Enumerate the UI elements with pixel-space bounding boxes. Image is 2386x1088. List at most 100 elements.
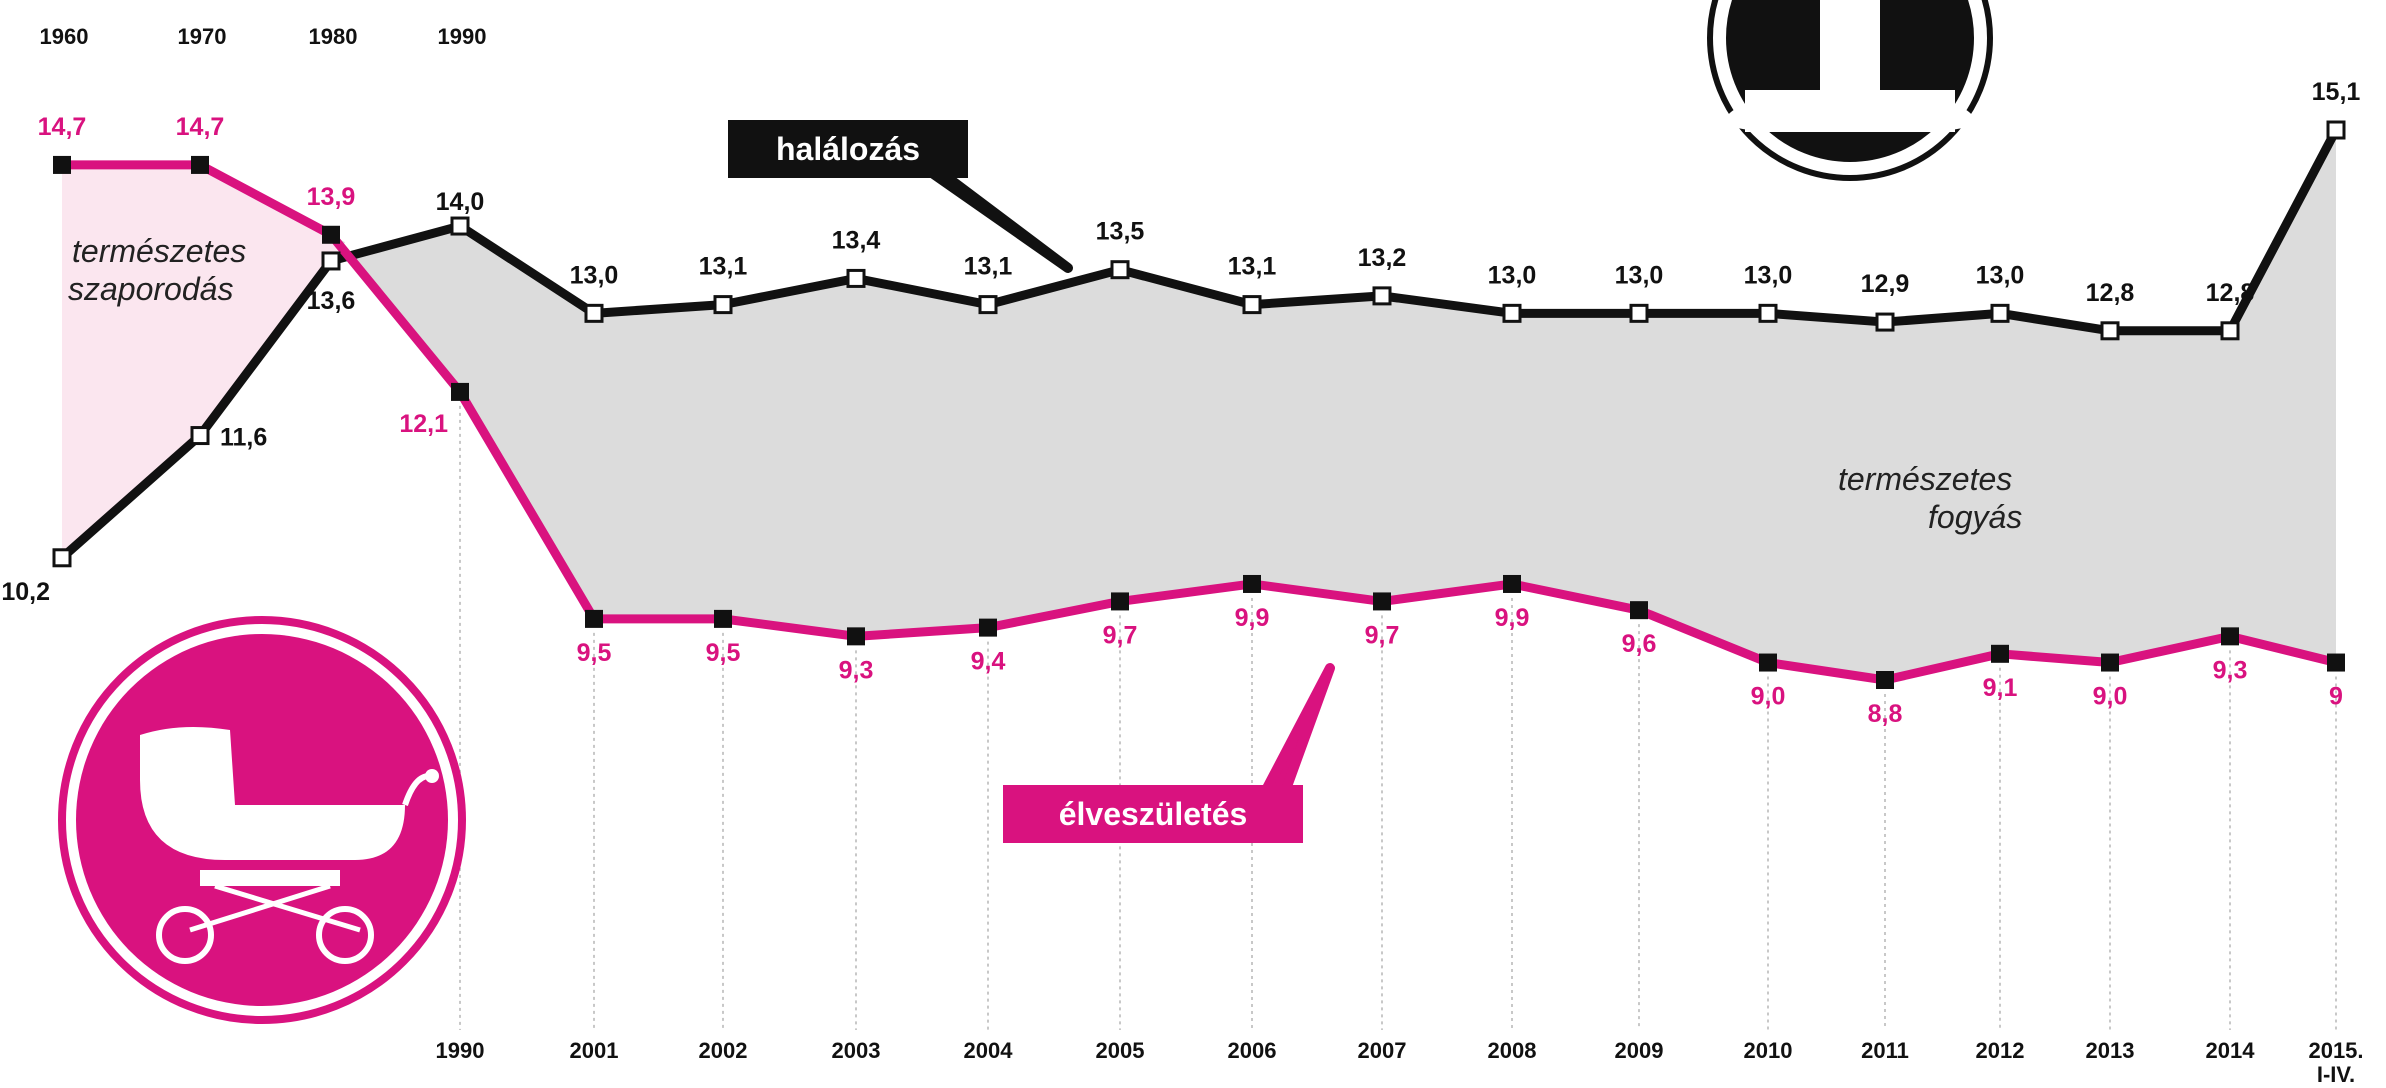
deaths-value-label: 13,1 (964, 253, 1013, 281)
natural-increase-label-line2: szaporodás (68, 271, 233, 307)
births-value-label: 9,0 (2093, 683, 2128, 711)
deaths-value-label: 12,8 (2206, 279, 2255, 307)
births-value-label: 9,4 (971, 648, 1006, 676)
births-value-label: 13,9 (307, 183, 356, 211)
bottom-axis-tick-label: 1990 (436, 1038, 485, 1063)
births-value-label: 14,7 (176, 113, 225, 141)
deaths-point (2100, 321, 2120, 341)
bottom-axis-tick-label: 2002 (699, 1038, 748, 1063)
births-value-label: 9,9 (1235, 604, 1270, 632)
natural-increase-area (62, 164, 346, 558)
births-point (322, 225, 340, 244)
bottom-axis-tick-label: 2014 (2206, 1038, 2256, 1063)
deaths-point (2326, 120, 2346, 140)
births-value-label: 9,7 (1365, 621, 1400, 649)
births-value-label: 9,7 (1103, 621, 1138, 649)
bottom-axis-tick-label: 2012 (1976, 1038, 2025, 1063)
bottom-axis-tick-label: 2007 (1358, 1038, 1407, 1063)
deaths-point (190, 426, 210, 446)
natural-increase-label-line1: természetes (72, 233, 246, 269)
deaths-point (1990, 303, 2010, 323)
births-value-label: 9,1 (1983, 674, 2018, 702)
births-value-label: 9,3 (839, 656, 874, 684)
deaths-value-label: 13,0 (1488, 261, 1537, 289)
births-point (1503, 574, 1521, 593)
deaths-value-label: 13,5 (1096, 218, 1145, 246)
deaths-point (1372, 286, 1392, 306)
deaths-value-label: 13,0 (1744, 261, 1793, 289)
deaths-value-label: 12,8 (2086, 279, 2135, 307)
births-value-label: 9,5 (706, 639, 741, 667)
deaths-value-label: 13,0 (1976, 261, 2025, 289)
births-value-label: 9,3 (2213, 656, 2248, 684)
births-value-label: 9,0 (1751, 683, 1786, 711)
fill-areas (62, 130, 2336, 680)
bottom-axis-tick-label: 2013 (2086, 1038, 2135, 1063)
deaths-point (52, 548, 72, 568)
top-axis-tick-label: 1990 (438, 24, 487, 49)
births-legend-callout: élveszületés (1003, 663, 1335, 843)
deaths-point (2220, 321, 2240, 341)
deaths-value-label: 13,6 (307, 287, 356, 315)
natural-decrease-label-line2: fogyás (1928, 499, 2022, 535)
births-point (1759, 653, 1777, 672)
axis-tick-labels: 1960 1970 1980 1990 1990 2001 2002 2003 2004 2005… (40, 24, 2364, 1087)
births-point (979, 618, 997, 637)
deaths-value-label: 13,0 (1615, 261, 1664, 289)
births-point (1243, 574, 1261, 593)
births-legend-label: élveszületés (1059, 796, 1248, 832)
top-axis-tick-label: 1960 (40, 24, 89, 49)
natural-increase-annotation: természetes szaporodás (68, 233, 246, 307)
deaths-value-label: 11,6 (220, 424, 267, 452)
natural-decrease-label-line1: természetes (1838, 461, 2012, 497)
deaths-legend-callout: halálozás (728, 120, 1073, 273)
deaths-value-label: 15,1 (2312, 78, 2361, 106)
deaths-value-label: 13,1 (1228, 253, 1277, 281)
series-markers (52, 120, 2346, 689)
deaths-point (846, 268, 866, 288)
grave-icon (1707, 0, 1993, 181)
deaths-point (450, 216, 470, 236)
deaths-value-label: 14,0 (436, 188, 485, 216)
deaths-point (1242, 295, 1262, 315)
births-point (2101, 653, 2119, 672)
bottom-axis-tick-label: I-IV. (2317, 1062, 2355, 1087)
deaths-point (1758, 303, 1778, 323)
baby-carriage-icon (58, 616, 466, 1024)
births-point (847, 627, 865, 646)
births-point (2221, 627, 2239, 646)
births-point (53, 155, 71, 174)
deaths-point (584, 303, 604, 323)
bottom-axis-tick-label: 2011 (1861, 1038, 1909, 1063)
natural-decrease-area (331, 130, 2336, 680)
deaths-point (978, 295, 998, 315)
bottom-axis-tick-label: 2001 (570, 1038, 619, 1063)
deaths-value-label: 13,2 (1358, 244, 1407, 272)
deaths-point (321, 251, 341, 271)
births-point (451, 382, 469, 401)
deaths-point (1502, 303, 1522, 323)
natural-decrease-annotation: természetes fogyás (1838, 461, 2022, 535)
top-axis-tick-label: 1980 (309, 24, 358, 49)
births-value-label: 8,8 (1868, 700, 1903, 728)
bottom-axis-tick-label: 2005 (1096, 1038, 1145, 1063)
births-value-label: 9,9 (1495, 604, 1530, 632)
bottom-axis-tick-label: 2015. (2308, 1038, 2363, 1063)
bottom-axis-tick-label: 2010 (1744, 1038, 1793, 1063)
births-value-label: 9,5 (577, 639, 612, 667)
births-point (1630, 601, 1648, 620)
births-point (191, 155, 209, 174)
value-labels: 10,2 11,6 13,6 14,0 13,0 13,1 13,4 13,1 13,5 13,1… (1, 78, 2360, 728)
births-value-label: 14,7 (38, 113, 87, 141)
births-point (1111, 592, 1129, 611)
bottom-axis-tick-label: 2006 (1228, 1038, 1277, 1063)
births-point (1373, 592, 1391, 611)
top-axis-tick-label: 1970 (178, 24, 227, 49)
births-point (714, 609, 732, 628)
year-gridlines (459, 405, 2337, 1030)
births-value-label: 12,1 (399, 410, 448, 438)
bottom-axis-tick-label: 2003 (832, 1038, 881, 1063)
bottom-axis-tick-label: 2004 (964, 1038, 1014, 1063)
